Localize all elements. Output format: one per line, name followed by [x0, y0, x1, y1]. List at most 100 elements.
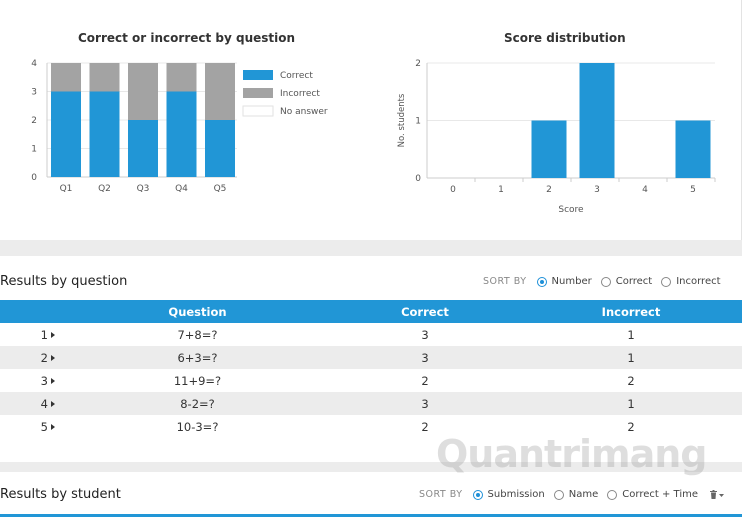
x-tick-label: 2 — [546, 185, 552, 195]
y-tick-label: 0 — [31, 173, 37, 183]
legend-swatch — [243, 70, 273, 80]
x-tick-label: 4 — [642, 185, 648, 195]
row-number-text: 5 — [40, 419, 48, 434]
charts-panel: Correct or incorrect by question 0 1 2 3 4 Q1… — [0, 0, 742, 240]
bar-correct — [166, 91, 197, 177]
trash-icon[interactable] — [709, 489, 725, 500]
row-number[interactable]: 4 — [0, 392, 65, 415]
question-cell: 10-3=? — [176, 419, 219, 434]
header-num — [0, 300, 65, 323]
radio-dot — [536, 276, 547, 287]
radio-label: Number — [551, 276, 592, 287]
x-tick-label: Q5 — [214, 184, 227, 194]
legend-label: Correct — [280, 71, 313, 81]
results-by-question-header: Results by question SORT BY Number Corre… — [0, 268, 742, 296]
row-number-text: 2 — [40, 350, 48, 365]
expand-caret-icon[interactable] — [51, 401, 55, 407]
radio-dot — [472, 489, 483, 500]
header-correct: Correct — [401, 304, 449, 319]
sort-by-label: SORT BY — [483, 276, 527, 287]
incorrect-cell: 1 — [627, 396, 635, 411]
x-tick-label: Q2 — [98, 184, 111, 194]
incorrect-cell: 2 — [627, 373, 635, 388]
bar-score — [675, 120, 711, 178]
legend-label: No answer — [280, 107, 328, 117]
incorrect-cell: 1 — [627, 350, 635, 365]
bar-score — [531, 120, 567, 178]
row-number[interactable]: 5 — [0, 415, 65, 438]
expand-caret-icon[interactable] — [51, 355, 55, 361]
y-tick-label: 4 — [31, 59, 37, 69]
table-row[interactable]: 2 6+3=? 3 1 — [0, 346, 742, 369]
results-by-student-header: Results by student SORT BY Submission Na… — [0, 481, 742, 509]
radio-dot — [553, 489, 564, 500]
chart2-title: Score distribution — [504, 31, 626, 45]
bar-incorrect — [166, 63, 197, 92]
x-tick-label: 3 — [594, 185, 600, 195]
y-tick-label: 2 — [415, 59, 421, 69]
legend-label: Incorrect — [280, 89, 320, 99]
radio-label: Correct + Time — [622, 489, 698, 500]
correct-cell: 3 — [421, 396, 429, 411]
header-incorrect: Incorrect — [601, 304, 661, 319]
student-table-header-bar — [0, 514, 742, 517]
question-cell: 7+8=? — [177, 327, 218, 342]
student-sort-controls: SORT BY Submission Name Correct + Time — [419, 489, 725, 500]
table-row[interactable]: 5 10-3=? 2 2 — [0, 415, 742, 438]
sort-incorrect-radio[interactable]: Incorrect — [661, 276, 721, 287]
bar-incorrect — [51, 63, 81, 92]
radio-dot — [661, 276, 672, 287]
table-row[interactable]: 3 11+9=? 2 2 — [0, 369, 742, 392]
table-row[interactable]: 1 7+8=? 3 1 — [0, 323, 742, 346]
chart-score-distribution: 0 1 2 0 1 2 3 4 5 Score No. students — [397, 59, 716, 215]
radio-dot — [607, 489, 618, 500]
y-tick-label: 0 — [415, 174, 421, 184]
sort-number-radio[interactable]: Number — [536, 276, 592, 287]
radio-label: Incorrect — [676, 276, 721, 287]
row-number-text: 3 — [40, 373, 48, 388]
table-row[interactable]: 4 8-2=? 3 1 — [0, 392, 742, 415]
bar-correct — [205, 120, 235, 177]
sort-by-label: SORT BY — [419, 489, 463, 500]
x-tick-label: Q4 — [175, 184, 188, 194]
section-divider — [0, 462, 742, 472]
row-number[interactable]: 2 — [0, 346, 65, 369]
sort-correct-radio[interactable]: Correct — [600, 276, 653, 287]
question-cell: 8-2=? — [180, 396, 215, 411]
results-by-question-table: Question Correct Incorrect 1 7+8=? 3 1 2… — [0, 300, 742, 438]
y-tick-label: 2 — [31, 116, 37, 126]
row-number-text: 1 — [40, 327, 48, 342]
legend-swatch — [242, 105, 274, 117]
chart-correct-incorrect: 0 1 2 3 4 Q1 Q2 Q3 Q4 Q5 Correct Incorrect No answer — [31, 59, 328, 194]
expand-caret-icon[interactable] — [51, 424, 55, 430]
results-by-question-title: Results by question — [0, 274, 128, 289]
question-cell: 6+3=? — [177, 350, 218, 365]
radio-label: Submission — [487, 489, 545, 500]
y-tick-label: 1 — [31, 145, 37, 155]
correct-cell: 2 — [421, 419, 429, 434]
x-tick-label: Q1 — [60, 184, 73, 194]
sort-name-radio[interactable]: Name — [553, 489, 598, 500]
bar-score — [579, 63, 615, 178]
bar-correct — [89, 91, 120, 177]
radio-label: Correct — [615, 276, 653, 287]
row-number[interactable]: 1 — [0, 323, 65, 346]
sort-submission-radio[interactable]: Submission — [472, 489, 545, 500]
table-header-row: Question Correct Incorrect — [0, 300, 742, 323]
correct-cell: 3 — [421, 327, 429, 342]
radio-dot — [600, 276, 611, 287]
legend-swatch — [243, 88, 273, 98]
correct-cell: 2 — [421, 373, 429, 388]
sort-correct-time-radio[interactable]: Correct + Time — [607, 489, 698, 500]
incorrect-cell: 2 — [627, 419, 635, 434]
row-number[interactable]: 3 — [0, 369, 65, 392]
expand-caret-icon[interactable] — [51, 378, 55, 384]
correct-cell: 3 — [421, 350, 429, 365]
header-question: Question — [168, 304, 227, 319]
x-tick-label: 0 — [450, 185, 456, 195]
results-by-student-title: Results by student — [0, 487, 121, 502]
bar-incorrect — [205, 63, 235, 120]
y-tick-label: 3 — [31, 88, 37, 98]
expand-caret-icon[interactable] — [51, 332, 55, 338]
y-axis-label: No. students — [397, 93, 407, 147]
